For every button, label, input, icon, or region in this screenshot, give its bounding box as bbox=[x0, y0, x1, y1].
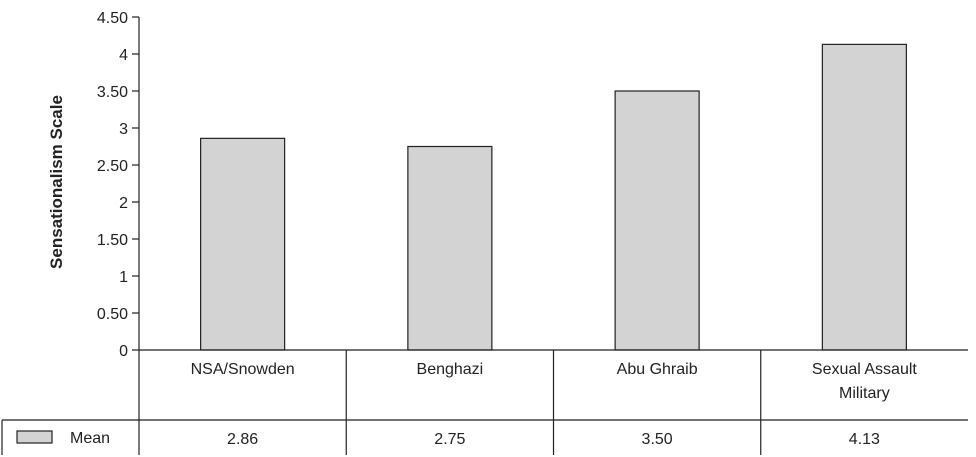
bar bbox=[200, 137, 286, 351]
legend-label: Mean bbox=[70, 430, 110, 447]
data-table-value: 2.86 bbox=[227, 431, 258, 448]
y-tick-label: 2.50 bbox=[97, 158, 128, 175]
y-tick-label: 4.50 bbox=[97, 10, 128, 27]
y-tick-label: 2 bbox=[119, 195, 128, 212]
data-table-value: 3.50 bbox=[642, 431, 673, 448]
category-label: NSA/Snowden bbox=[191, 361, 295, 378]
y-tick-label: 3.50 bbox=[97, 84, 128, 101]
bar bbox=[614, 90, 700, 351]
y-tick-label: 0.50 bbox=[97, 306, 128, 323]
category-label: Benghazi bbox=[417, 361, 484, 378]
y-tick-label: 0 bbox=[119, 343, 128, 360]
bar bbox=[407, 145, 493, 351]
y-tick-label: 1 bbox=[119, 269, 128, 286]
legend-swatch bbox=[16, 430, 53, 444]
bar bbox=[821, 43, 907, 351]
y-tick-label: 4 bbox=[119, 47, 128, 64]
y-axis-label: Sensationalism Scale bbox=[47, 95, 66, 269]
category-label: Abu Ghraib bbox=[617, 361, 698, 378]
data-table-value: 4.13 bbox=[849, 431, 880, 448]
category-label: Sexual Assault bbox=[812, 361, 918, 378]
y-tick-label: 3 bbox=[119, 121, 128, 138]
data-table-value: 2.75 bbox=[434, 431, 465, 448]
y-tick-label: 1.50 bbox=[97, 232, 128, 249]
category-label: Military bbox=[839, 385, 890, 402]
